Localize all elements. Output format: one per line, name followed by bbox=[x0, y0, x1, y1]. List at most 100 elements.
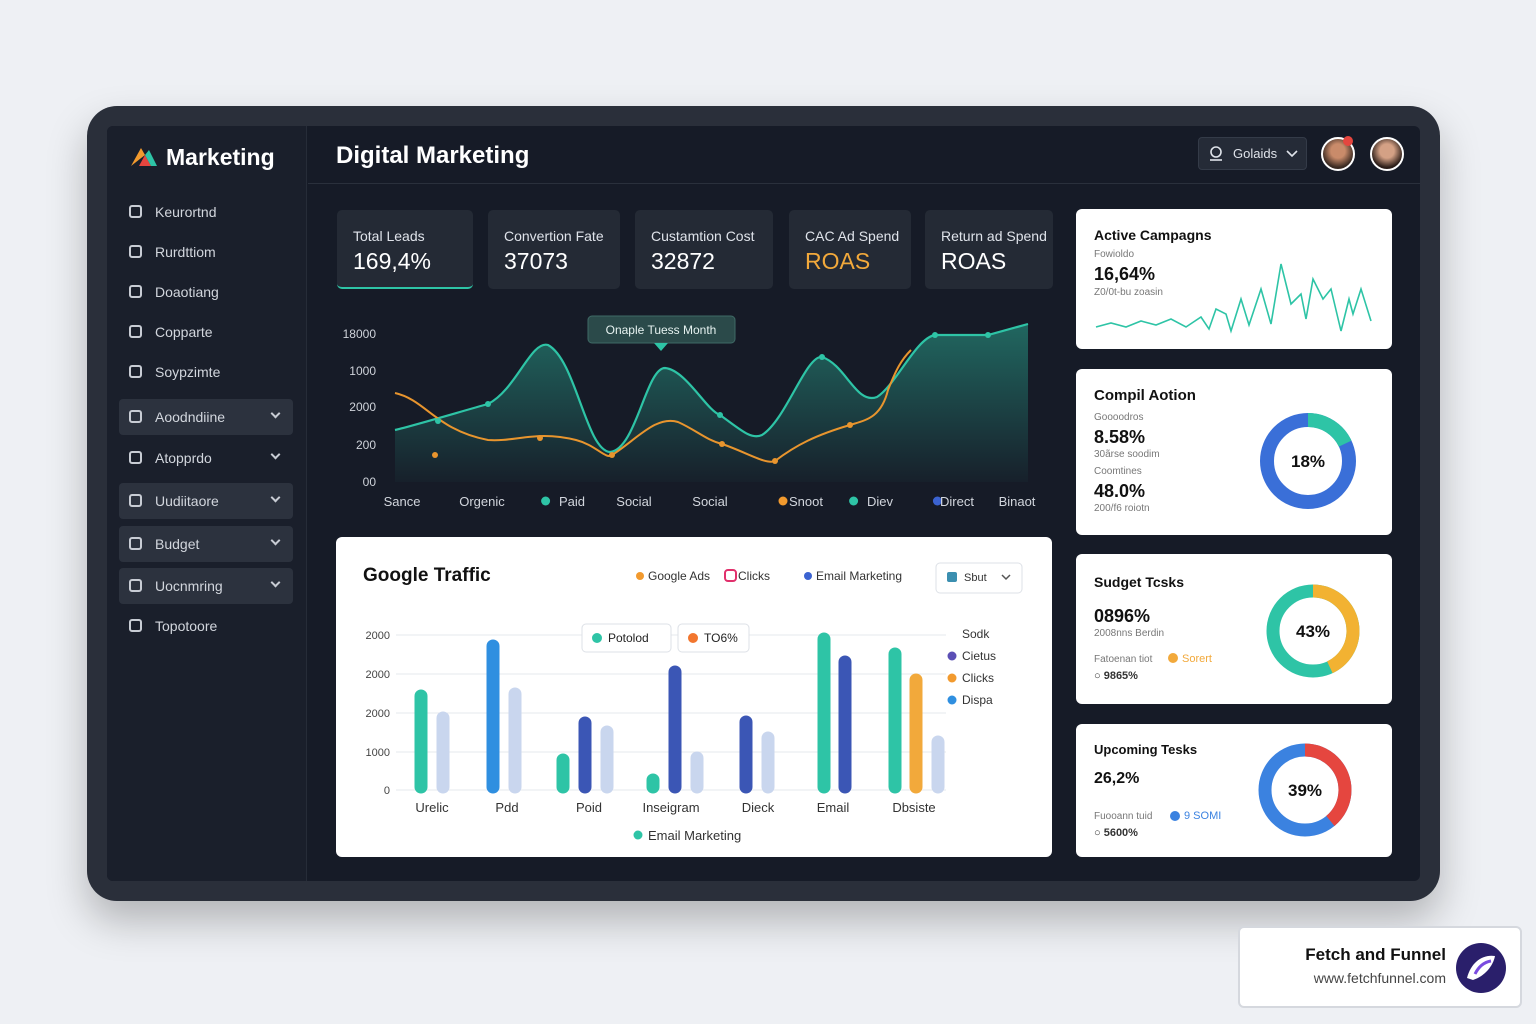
kpi-card: Total Leads 169,4% bbox=[337, 210, 473, 289]
button-icon bbox=[947, 572, 957, 582]
page-title: Digital Marketing bbox=[336, 142, 530, 169]
x-label: Social bbox=[616, 494, 652, 509]
kpi-label: Return ad Spend bbox=[941, 228, 1047, 244]
orange-line bbox=[394, 349, 912, 463]
area-fill bbox=[395, 324, 1028, 482]
kpi-value: ROAS bbox=[941, 248, 1007, 274]
kpi-value: 32872 bbox=[651, 248, 715, 274]
notification-badge bbox=[1343, 136, 1353, 146]
nav-label: Topotoore bbox=[155, 618, 218, 634]
nav-item[interactable]: Rurdttiom bbox=[119, 234, 293, 270]
x-label: Orgenic bbox=[459, 494, 505, 509]
nav-item[interactable]: Keurortnd bbox=[119, 194, 293, 230]
tooltip-box bbox=[581, 623, 672, 653]
nav-icon bbox=[129, 365, 142, 378]
nav-item[interactable]: Topotoore bbox=[119, 608, 293, 644]
legend-dot bbox=[947, 651, 957, 661]
nav-icon bbox=[129, 245, 142, 258]
legend-dot bbox=[947, 673, 957, 683]
nav-label: Rurdttiom bbox=[155, 244, 216, 260]
x-label: Email bbox=[817, 800, 850, 815]
nav-label: Budget bbox=[155, 536, 200, 552]
legend-icon bbox=[724, 569, 737, 582]
kpi-card: Convertion Fate 37073 bbox=[488, 210, 620, 289]
nav-chevron bbox=[270, 577, 281, 588]
kpi-card: Custamtion Cost 32872 bbox=[635, 210, 773, 289]
kpi-label: CAC Ad Spend bbox=[805, 228, 900, 244]
kpi-value: ROAS bbox=[805, 248, 871, 274]
search-label: Golaids bbox=[1233, 146, 1278, 161]
y-tick-label: 1000 bbox=[349, 364, 376, 378]
nav-chevron bbox=[270, 492, 281, 503]
y-tick-label: 2000 bbox=[366, 669, 390, 681]
legend-dot bbox=[849, 496, 859, 506]
logo bbox=[131, 148, 157, 166]
y-tick-label: 0 bbox=[384, 785, 390, 797]
upcoming-tasks-card: Upcoming Tesks 26,2% Fuooann tuid 9 SOMI… bbox=[1076, 724, 1392, 857]
budget-tasks-card: Sudget Tcsks 0896% 2008nns Berdin Fatoen… bbox=[1076, 554, 1392, 704]
tag-dot bbox=[1168, 653, 1178, 663]
widget-title: Compil Aotion bbox=[1094, 387, 1196, 404]
widget-value: 16,64% bbox=[1094, 264, 1156, 284]
nav-chevron bbox=[270, 535, 281, 546]
tooltip-text: TO6% bbox=[704, 631, 738, 645]
legend-label: Clicks bbox=[962, 671, 994, 685]
brand: Marketing bbox=[166, 144, 275, 170]
x-label: Sance bbox=[384, 494, 421, 509]
nav-item[interactable]: Doaotiang bbox=[119, 274, 293, 310]
nav-icon bbox=[129, 619, 142, 632]
widget-footer: ○ 5600% bbox=[1094, 827, 1138, 839]
y-tick-label: 2000 bbox=[366, 708, 390, 720]
widget-caption: Coomtines bbox=[1094, 466, 1142, 477]
nav-item[interactable]: Uocnmring bbox=[119, 568, 293, 604]
chevron bbox=[1001, 574, 1011, 581]
teal-line bbox=[394, 322, 1029, 454]
nav-icon bbox=[129, 205, 142, 218]
x-label: Social bbox=[692, 494, 728, 509]
chart-title: Google Traffic bbox=[363, 565, 491, 586]
widget-note: 200/f6 roiotn bbox=[1094, 503, 1150, 514]
nav-item[interactable]: Budget bbox=[119, 526, 293, 562]
nav-label: Atopprdo bbox=[155, 450, 212, 466]
x-label: Dbsiste bbox=[892, 800, 935, 815]
nav-item[interactable]: Uudiitaore bbox=[119, 483, 293, 519]
kpi-label: Custamtion Cost bbox=[651, 228, 755, 244]
kpi-value: 169,4% bbox=[353, 248, 432, 274]
nav-item[interactable]: Atopprdo bbox=[119, 440, 293, 476]
legend-label: Dispa bbox=[962, 693, 993, 707]
nav-highlight bbox=[119, 483, 293, 519]
avatar[interactable] bbox=[1370, 137, 1404, 171]
nav-item[interactable]: Aoodndiine bbox=[119, 399, 293, 435]
legend-dot bbox=[778, 496, 788, 506]
badge-url: www.fetchfunnel.com bbox=[1313, 970, 1446, 986]
x-label: Diev bbox=[867, 494, 894, 509]
legend-label: Google Ads bbox=[648, 569, 710, 583]
tag-label: Sorert bbox=[1182, 653, 1212, 665]
widget-note: Z0/0t-bu zoasin bbox=[1094, 287, 1163, 298]
nav-item[interactable]: Soypzimte bbox=[119, 354, 293, 390]
sparkline bbox=[1095, 263, 1372, 334]
button-label: Sbut bbox=[964, 572, 987, 584]
nav-label: Uocnmring bbox=[155, 578, 223, 594]
nav-icon bbox=[129, 579, 142, 592]
y-tick-label: 2000 bbox=[366, 630, 390, 642]
kpi-label: Total Leads bbox=[353, 228, 425, 244]
legend-dot bbox=[947, 695, 957, 705]
y-tick-label: 200 bbox=[356, 438, 376, 452]
widget-caption: Fowioldo bbox=[1094, 249, 1135, 260]
dropdown-button[interactable] bbox=[935, 562, 1023, 594]
widget-caption: Fatoenan tiot bbox=[1094, 654, 1153, 665]
tooltip-text: Potolod bbox=[608, 631, 649, 645]
widget-caption: Fuooann tuid bbox=[1094, 811, 1153, 822]
widget-value: 0896% bbox=[1094, 606, 1151, 626]
active-campaigns-card: Active Campagns Fowioldo 16,64% Z0/0t-bu… bbox=[1076, 209, 1392, 349]
nav-icon bbox=[129, 410, 142, 423]
legend-dot bbox=[636, 572, 644, 580]
legend-dot bbox=[932, 496, 942, 506]
y-tick-label: 18000 bbox=[343, 327, 377, 341]
nav-icon bbox=[129, 494, 142, 507]
orange-points bbox=[432, 422, 853, 464]
nav-item[interactable]: Copparte bbox=[119, 314, 293, 350]
search-icons bbox=[1210, 146, 1298, 161]
badge-name: Fetch and Funnel bbox=[1305, 945, 1446, 964]
